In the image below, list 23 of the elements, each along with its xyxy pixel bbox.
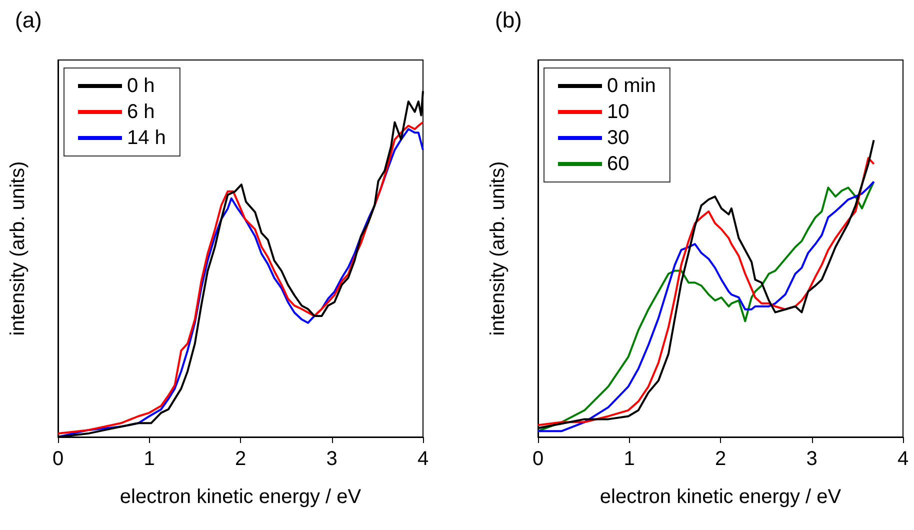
legend-label: 0 h	[127, 75, 155, 97]
chart-title: (b)	[495, 8, 522, 32]
legend-label: 14 h	[127, 127, 166, 149]
legend-label: 6 h	[127, 101, 155, 123]
x-tick-label: 2	[234, 448, 246, 470]
x-tick-label: 4	[897, 448, 909, 470]
y-axis-title: intensity (arb. units)	[7, 161, 29, 336]
y-axis-title: intensity (arb. units)	[487, 161, 509, 336]
x-tick-label: 3	[326, 448, 338, 470]
x-tick-label: 4	[417, 448, 429, 470]
x-tick-label: 0	[532, 448, 544, 470]
x-tick-label: 3	[806, 448, 818, 470]
x-axis-title: electron kinetic energy / eV	[600, 486, 842, 508]
x-axis-title: electron kinetic energy / eV	[120, 486, 362, 508]
x-tick-label: 0	[52, 448, 64, 470]
x-tick-label: 1	[624, 448, 635, 470]
legend-label: 60	[607, 153, 630, 175]
legend-label: 30	[607, 127, 630, 149]
legend-label: 10	[607, 101, 630, 123]
legend-label: 0 min	[607, 75, 656, 97]
x-tick-label: 2	[714, 448, 726, 470]
x-tick-label: 1	[144, 448, 155, 470]
chart-title: (a)	[15, 8, 42, 32]
